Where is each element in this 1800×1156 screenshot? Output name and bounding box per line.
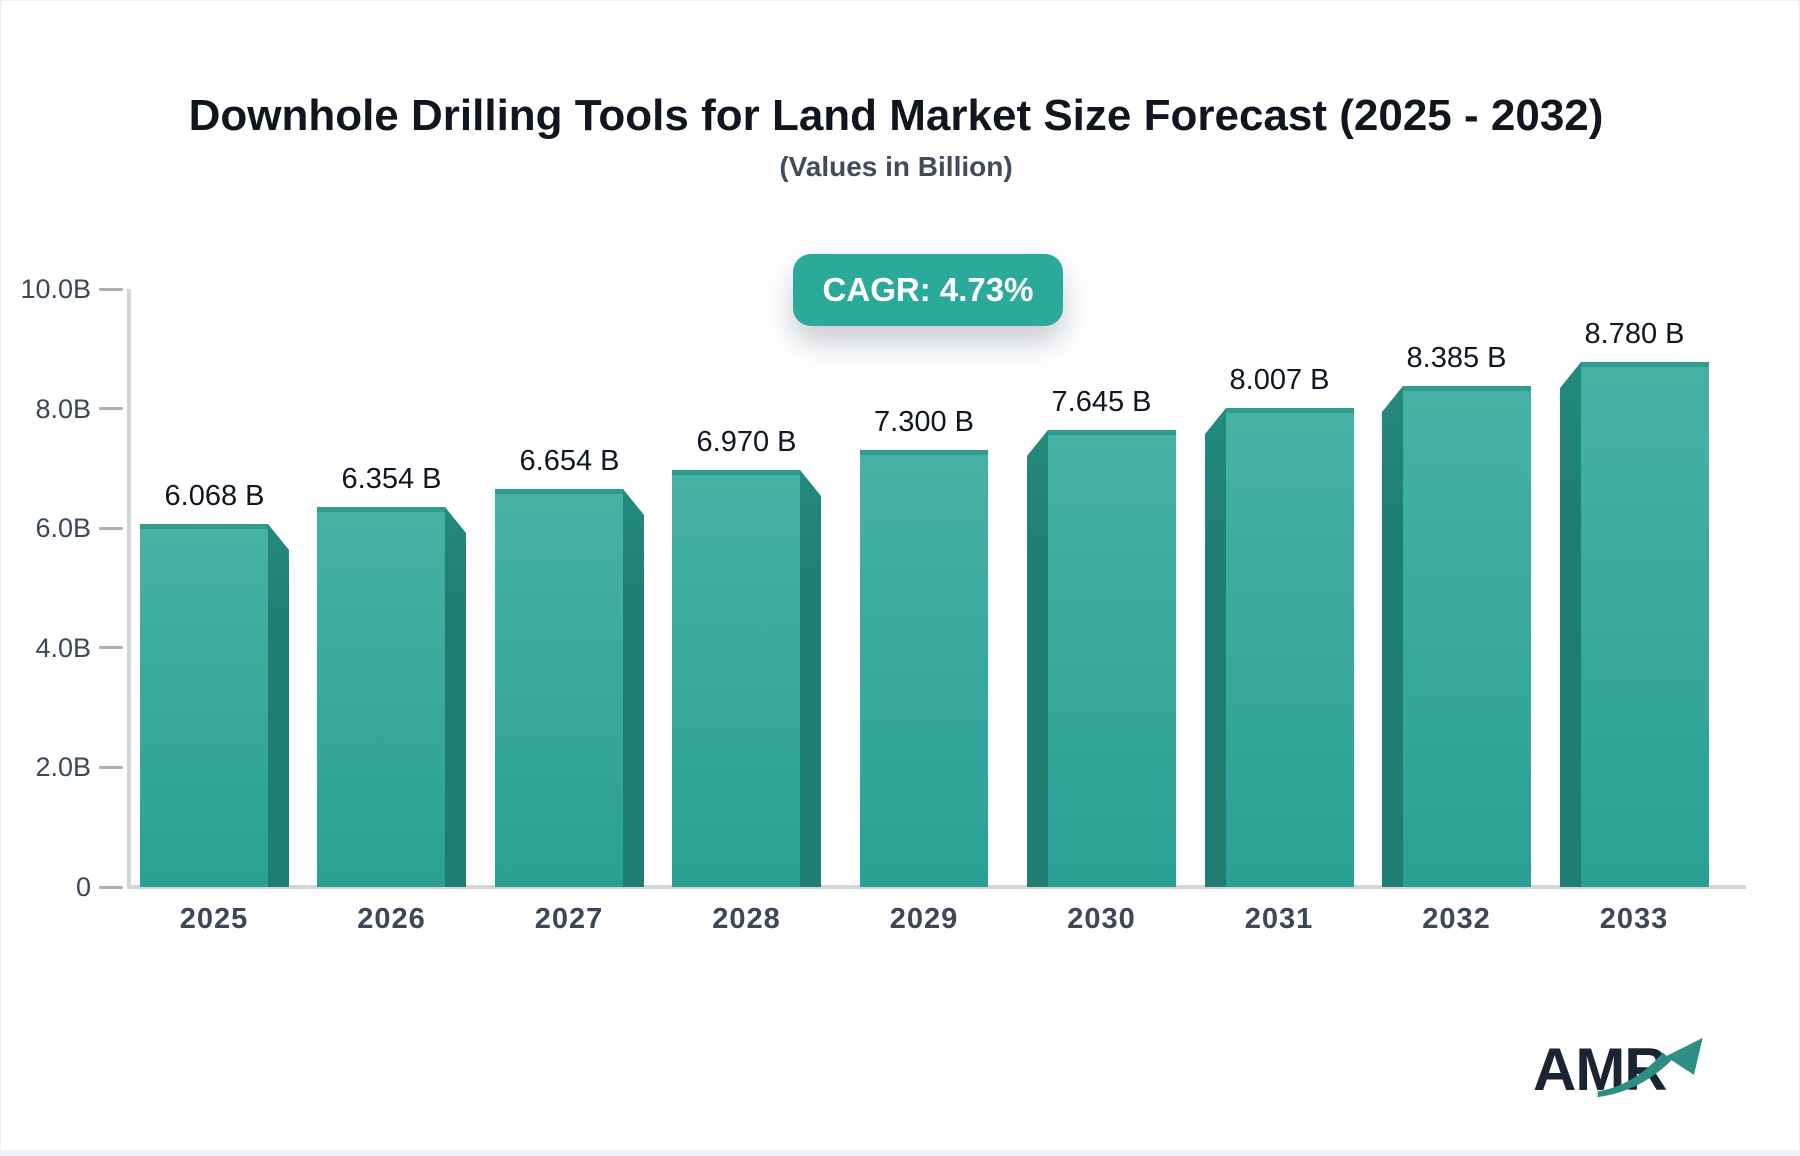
bar-group-2025: 6.068 B bbox=[140, 480, 289, 887]
bar-side-3d bbox=[268, 524, 289, 887]
bar-face bbox=[317, 507, 445, 887]
bar-value-label: 6.354 B bbox=[341, 463, 442, 495]
x-axis-label-2030: 2030 bbox=[1067, 903, 1136, 935]
bar-side-3d bbox=[800, 470, 821, 887]
cagr-badge-label: CAGR: 4.73% bbox=[822, 271, 1034, 308]
bar-group-2032: 8.385 B bbox=[1382, 342, 1531, 887]
bottom-strip bbox=[1, 1150, 1799, 1155]
y-tick bbox=[99, 526, 123, 530]
bar-side-3d bbox=[445, 507, 466, 887]
bar-group-2026: 6.354 B bbox=[317, 463, 466, 887]
bar-value-label: 6.970 B bbox=[696, 426, 797, 458]
x-axis-label-2026: 2026 bbox=[357, 903, 426, 935]
bar-face bbox=[1403, 386, 1531, 887]
bar-face bbox=[140, 524, 268, 887]
x-axis-label-2025: 2025 bbox=[179, 903, 249, 935]
y-tick bbox=[99, 287, 123, 291]
bar-side-3d bbox=[1205, 408, 1226, 887]
bar-value-label: 6.068 B bbox=[164, 480, 265, 512]
bar-face bbox=[495, 489, 623, 887]
y-tick bbox=[99, 885, 123, 889]
y-tick bbox=[99, 646, 123, 650]
bar-side-3d bbox=[623, 489, 644, 887]
chart-subtitle: (Values in Billion) bbox=[779, 151, 1013, 182]
y-tick-label: 2.0B bbox=[35, 752, 91, 783]
bar-face bbox=[1226, 408, 1354, 887]
bar-value-label: 8.780 B bbox=[1584, 318, 1685, 350]
bar-group-2029: 7.300 B bbox=[860, 406, 988, 887]
cagr-badge: CAGR: 4.73% bbox=[793, 254, 1063, 326]
bar-face bbox=[1048, 430, 1176, 887]
bar-side-3d bbox=[1560, 362, 1581, 887]
y-tick-label: 4.0B bbox=[35, 632, 91, 663]
x-axis-label-2031: 2031 bbox=[1244, 903, 1314, 935]
bar-face bbox=[1581, 362, 1709, 887]
y-tick bbox=[99, 765, 123, 769]
x-axis-label-2028: 2028 bbox=[712, 903, 781, 935]
x-axis-label-2029: 2029 bbox=[889, 903, 959, 935]
bar-value-label: 8.007 B bbox=[1229, 364, 1330, 396]
growth-arrow-icon bbox=[1597, 1037, 1703, 1098]
x-axis-label-2032: 2032 bbox=[1422, 903, 1491, 935]
bar-group-2031: 8.007 B bbox=[1205, 364, 1354, 887]
chart-title: Downhole Drilling Tools for Land Market … bbox=[188, 91, 1604, 140]
bar-side-3d bbox=[1382, 386, 1403, 887]
y-tick-label: 8.0B bbox=[35, 393, 91, 424]
y-tick-label: 0 bbox=[75, 872, 91, 902]
y-tick-label: 10.0B bbox=[20, 274, 91, 304]
bar-side-3d bbox=[1027, 430, 1048, 887]
bar-group-2028: 6.970 B bbox=[672, 426, 821, 887]
y-tick-label: 6.0B bbox=[35, 513, 91, 544]
x-axis-label-2027: 2027 bbox=[534, 903, 604, 935]
bar-value-label: 6.654 B bbox=[519, 445, 620, 477]
y-tick bbox=[99, 407, 123, 411]
bar-face bbox=[672, 470, 800, 887]
x-axis-line bbox=[127, 885, 1746, 889]
y-axis-line bbox=[127, 289, 131, 887]
amr-logo: AMR bbox=[1533, 1031, 1743, 1117]
bar-group-2033: 8.780 B bbox=[1560, 318, 1709, 887]
bar-group-2027: 6.654 B bbox=[495, 445, 644, 887]
bar-face bbox=[860, 450, 988, 887]
x-axis-label-2033: 2033 bbox=[1599, 903, 1669, 935]
bar-value-label: 7.645 B bbox=[1051, 386, 1152, 418]
bar-value-label: 8.385 B bbox=[1406, 342, 1507, 374]
bar-value-label: 7.300 B bbox=[874, 406, 974, 438]
bar-group-2030: 7.645 B bbox=[1027, 386, 1176, 887]
